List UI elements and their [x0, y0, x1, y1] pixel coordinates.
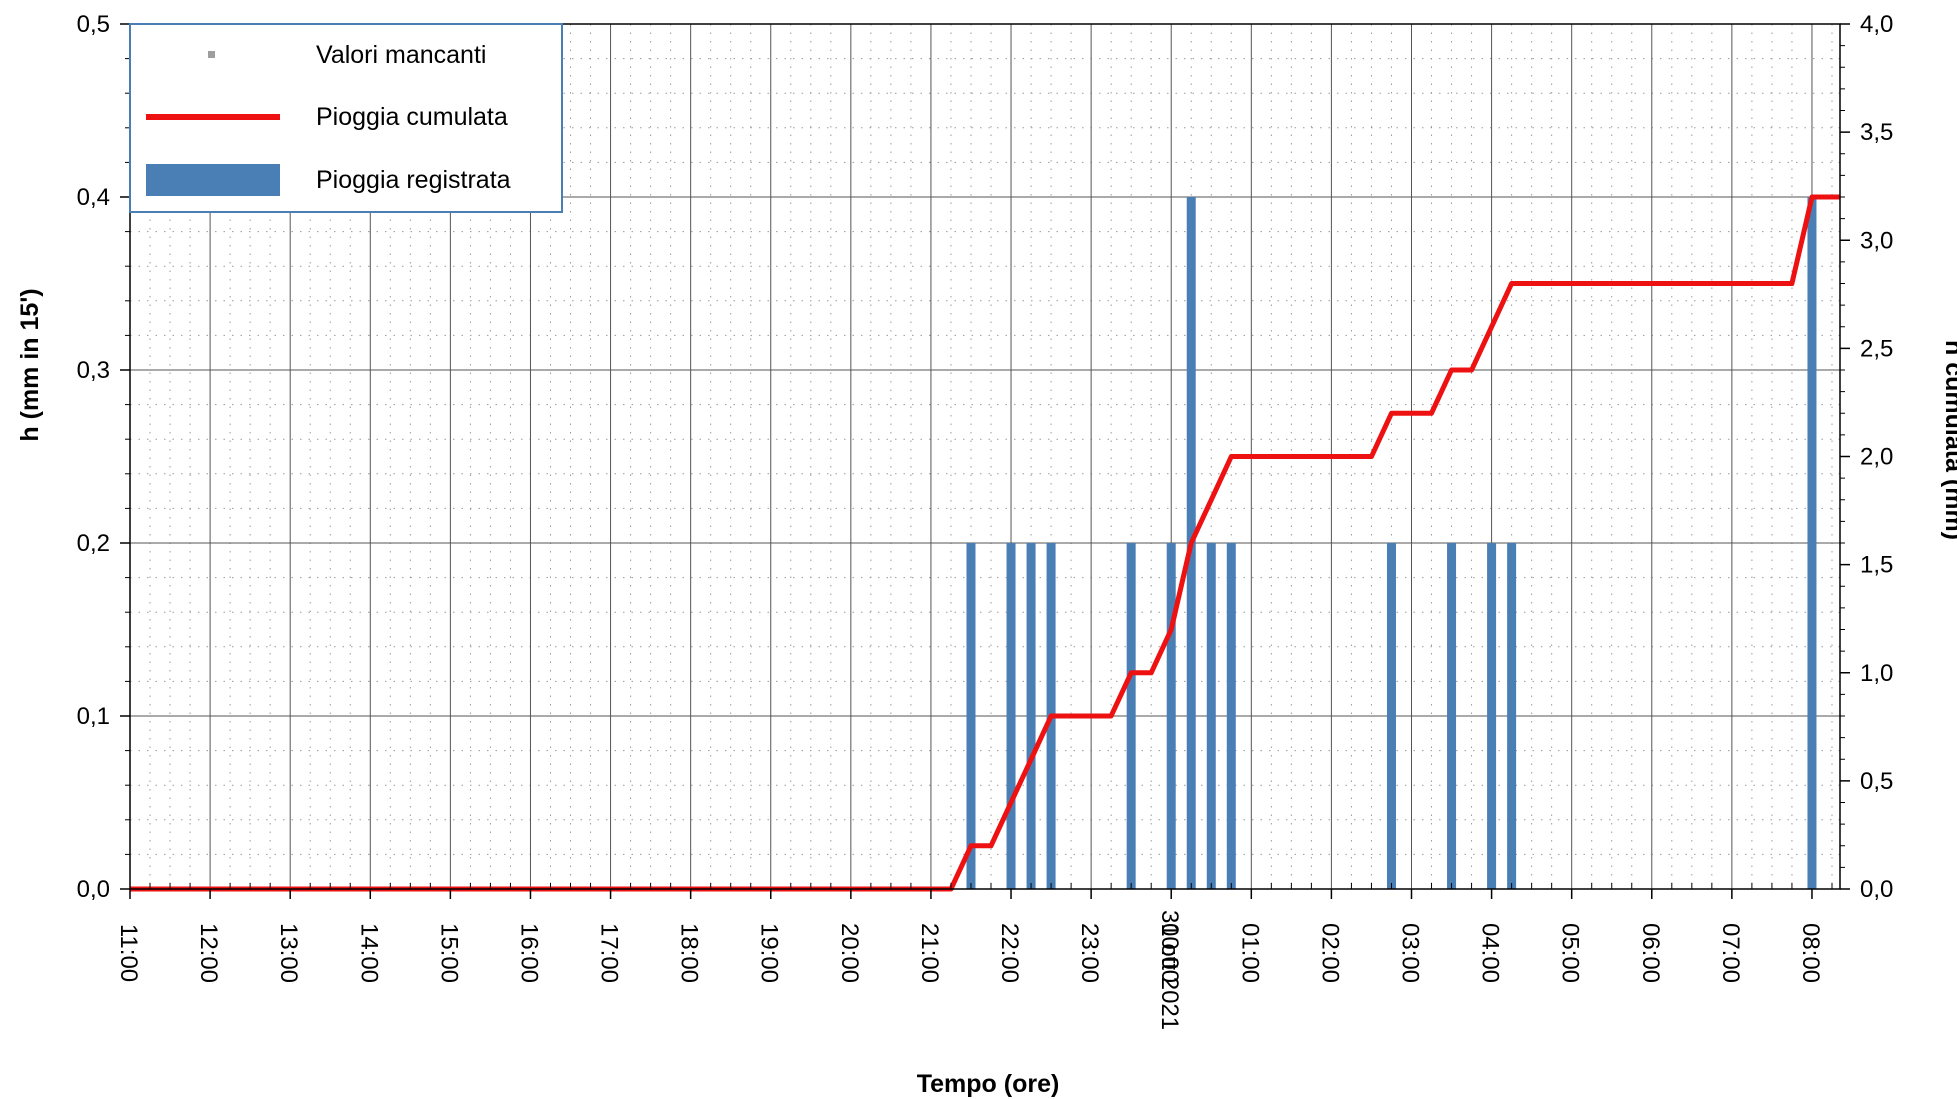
- y-left-tick-labels: 0,0 0,1 0,2 0,3 0,4 0,5: [77, 11, 110, 903]
- x-tick-label: 21:00: [916, 923, 943, 983]
- x-tick-label: 15:00: [435, 923, 462, 983]
- legend-label-valori-mancanti: Valori mancanti: [316, 41, 486, 69]
- x-tick-label: 02:00: [1316, 923, 1343, 983]
- y-left-tick-label: 0,1: [77, 703, 110, 730]
- x-tick-label: 19:00: [756, 923, 783, 983]
- bar-pioggia-registrata: [1226, 543, 1236, 889]
- legend-label-pioggia-registrata: Pioggia registrata: [316, 166, 511, 194]
- x-tick-label: 01:00: [1236, 923, 1263, 983]
- x-date-label: 31 ott 2021: [1156, 910, 1183, 1030]
- line-pioggia-cumulata: [130, 194, 1840, 892]
- legend-label-pioggia-cumulata: Pioggia cumulata: [316, 103, 508, 131]
- y-right-tick-label: 2,5: [1860, 335, 1893, 362]
- legend: Valori mancanti Pioggia cumulata Pioggia…: [129, 23, 563, 213]
- axis-ticks: [120, 23, 1850, 899]
- legend-marker-valori-mancanti: [208, 51, 215, 58]
- bar-pioggia-registrata: [1006, 543, 1016, 889]
- x-tick-label: 22:00: [996, 923, 1023, 983]
- bar-pioggia-registrata: [966, 543, 976, 889]
- y-right-tick-labels: 0,0 0,5 1,0 1,5 2,0 2,5 3,0 3,5 4,0: [1860, 11, 1893, 903]
- line-series-pioggia-cumulata: [130, 194, 1840, 892]
- y-left-axis-title: h (mm in 15'): [16, 288, 44, 441]
- y-right-tick-label: 3,5: [1860, 119, 1893, 146]
- x-tick-label: 23:00: [1076, 923, 1103, 983]
- x-tick-label: 18:00: [676, 923, 703, 983]
- y-right-axis-title: h cumulata (mm): [1940, 340, 1957, 540]
- bar-pioggia-registrata: [1386, 543, 1396, 889]
- bar-pioggia-registrata: [1807, 197, 1817, 889]
- x-tick-label: 14:00: [355, 923, 382, 983]
- bar-pioggia-registrata: [1507, 543, 1517, 889]
- bar-pioggia-registrata: [1126, 543, 1136, 889]
- x-tick-label: 06:00: [1637, 923, 1664, 983]
- y-right-tick-label: 0,0: [1860, 876, 1893, 903]
- x-tick-label: 05:00: [1557, 923, 1584, 983]
- x-tick-label: 03:00: [1396, 923, 1423, 983]
- bar-pioggia-registrata: [1487, 543, 1497, 889]
- x-tick-label: 00:00: [1156, 923, 1183, 983]
- x-tick-labels: 11:00 12:00 13:00 14:00 15:00 16:00 17:00 18:00…: [115, 910, 1824, 1030]
- x-tick-label: 20:00: [836, 923, 863, 983]
- y-right-tick-label: 3,0: [1860, 227, 1893, 254]
- x-tick-label: 04:00: [1477, 923, 1504, 983]
- y-left-tick-label: 0,4: [77, 184, 110, 211]
- x-tick-label: 12:00: [195, 923, 222, 983]
- x-tick-label: 11:00: [115, 924, 142, 982]
- x-tick-label: 16:00: [515, 923, 542, 983]
- y-left-tick-label: 0,3: [77, 357, 110, 384]
- x-tick-label: 17:00: [596, 923, 623, 983]
- y-left-tick-label: 0,0: [77, 876, 110, 903]
- legend-swatch-pioggia-registrata: [146, 164, 280, 196]
- x-tick-label: 13:00: [275, 923, 302, 983]
- y-right-tick-label: 0,5: [1860, 768, 1893, 795]
- y-left-tick-label: 0,5: [77, 11, 110, 38]
- x-tick-label: 07:00: [1717, 923, 1744, 983]
- bar-pioggia-registrata: [1166, 543, 1176, 889]
- x-tick-label: 08:00: [1797, 923, 1824, 983]
- bar-pioggia-registrata: [1026, 543, 1036, 889]
- bar-pioggia-registrata: [1447, 543, 1457, 889]
- bar-pioggia-registrata: [1206, 543, 1216, 889]
- x-axis-title: Tempo (ore): [917, 1070, 1060, 1098]
- y-right-tick-label: 2,0: [1860, 444, 1893, 471]
- y-right-tick-label: 1,0: [1860, 660, 1893, 687]
- y-right-tick-label: 4,0: [1860, 11, 1893, 38]
- y-right-tick-label: 1,5: [1860, 552, 1893, 579]
- y-left-tick-label: 0,2: [77, 530, 110, 557]
